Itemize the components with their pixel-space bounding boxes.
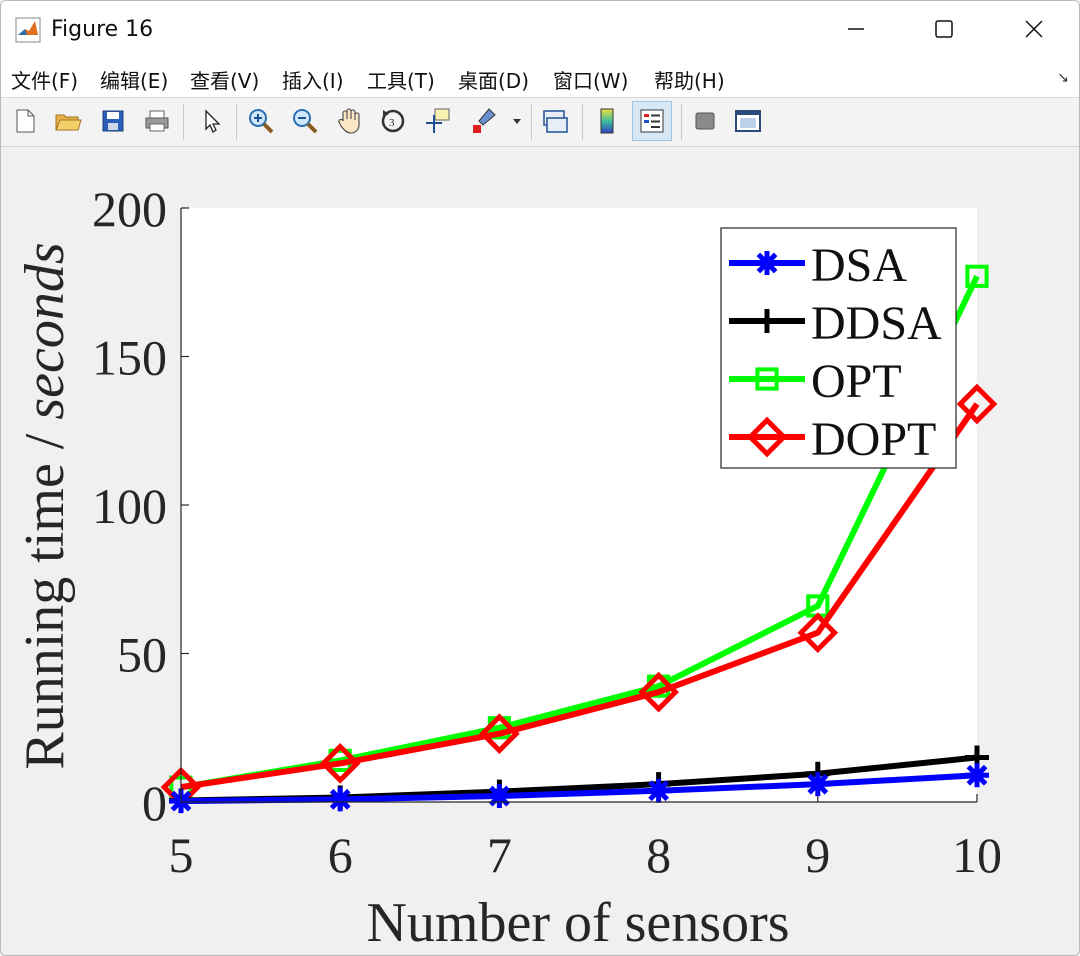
- menu-bar: 文件(F) 编辑(E) 查看(V) 插入(I) 工具(T) 桌面(D) 窗口(W…: [1, 57, 1079, 98]
- figure-canvas: 5 6 7 8 9 10 0 50 100 150 200 Number of sensors Ru…: [1, 147, 1079, 955]
- hide-plot-tools-icon[interactable]: [689, 105, 721, 137]
- pan-hand-icon[interactable]: [333, 105, 365, 137]
- show-plot-tools-icon[interactable]: [732, 105, 764, 137]
- legend-label: DSA: [811, 239, 907, 292]
- y-tick-label: 50: [117, 627, 167, 683]
- y-tick-label: 200: [92, 181, 167, 237]
- x-tick-label: 8: [646, 827, 671, 883]
- minimize-button[interactable]: [811, 1, 901, 57]
- maximize-icon: [935, 20, 953, 38]
- legend-entry-ddsa[interactable]: DDSA: [729, 297, 942, 350]
- menu-tools[interactable]: 工具(T): [367, 69, 435, 93]
- colorbar-icon[interactable]: [591, 105, 623, 137]
- matlab-logo-icon: [15, 17, 41, 43]
- data-point-diamond: [746, 416, 788, 458]
- legend-label: DOPT: [811, 413, 936, 466]
- legend-entry-dsa[interactable]: DSA: [729, 239, 907, 292]
- data-point-asterisk: [646, 778, 671, 803]
- y-tick-label: 0: [142, 775, 167, 831]
- x-tick-label: 9: [805, 827, 830, 883]
- x-tick-label: 7: [487, 827, 512, 883]
- data-point-diamond: [638, 671, 679, 713]
- data-point-asterisk: [328, 787, 353, 812]
- brush-dropdown-icon[interactable]: [507, 105, 527, 137]
- data-point-diamond: [319, 743, 361, 784]
- x-axis-label: Number of sensors: [366, 892, 789, 954]
- link-plot-icon[interactable]: [539, 105, 571, 137]
- save-icon[interactable]: [97, 105, 129, 137]
- axis-lines: [180, 208, 977, 803]
- y-tick-label: 100: [92, 478, 167, 534]
- legend-label: OPT: [811, 355, 902, 408]
- y-tick-label: 150: [92, 330, 167, 386]
- dock-arrow-icon[interactable]: ↘: [1057, 69, 1069, 85]
- data-point-asterisk: [965, 763, 989, 788]
- data-point-asterisk: [755, 251, 779, 275]
- rotate-3d-icon[interactable]: 3: [377, 105, 409, 137]
- new-file-icon[interactable]: [9, 105, 41, 137]
- menu-window[interactable]: 窗口(W): [553, 69, 629, 93]
- menu-file[interactable]: 文件(F): [11, 69, 79, 93]
- pointer-icon[interactable]: [195, 105, 227, 137]
- series-line: [180, 402, 980, 791]
- y-axis-label: Running time / seconds: [14, 242, 76, 769]
- print-icon[interactable]: [141, 105, 173, 137]
- menu-view[interactable]: 查看(V): [190, 69, 260, 93]
- data-point-diamond: [797, 612, 839, 654]
- zoom-out-icon[interactable]: [289, 105, 321, 137]
- title-bar[interactable]: Figure 16: [1, 1, 1079, 57]
- x-tick-label: 10: [952, 827, 1002, 883]
- data-point-square: [755, 367, 779, 391]
- data-point-plus: [755, 309, 779, 333]
- close-button[interactable]: [989, 1, 1079, 57]
- open-folder-icon[interactable]: [52, 105, 84, 137]
- legend-entry-opt[interactable]: OPT: [729, 355, 902, 408]
- data-point-square: [965, 264, 989, 288]
- menu-help[interactable]: 帮助(H): [654, 69, 725, 93]
- menu-edit[interactable]: 编辑(E): [100, 69, 169, 93]
- data-cursor-icon[interactable]: [421, 105, 453, 137]
- brush-icon[interactable]: [467, 105, 499, 137]
- x-tick-label: 5: [169, 827, 194, 883]
- y-axis-label-italic: seconds: [14, 242, 76, 419]
- menu-insert[interactable]: 插入(I): [282, 69, 344, 93]
- data-point-asterisk: [805, 772, 830, 797]
- close-icon: [1025, 20, 1043, 38]
- data-point-diamond: [479, 713, 520, 755]
- legend-icon[interactable]: [632, 101, 672, 141]
- menu-desktop[interactable]: 桌面(D): [458, 69, 530, 93]
- toolbar: 3: [1, 98, 1079, 147]
- minimize-icon: [848, 28, 864, 30]
- zoom-in-icon[interactable]: [245, 105, 277, 137]
- window-title: Figure 16: [51, 17, 154, 42]
- legend-entry-dopt[interactable]: DOPT: [729, 413, 936, 466]
- svg-text:3: 3: [389, 117, 395, 129]
- maximize-button[interactable]: [899, 1, 989, 57]
- series-line: [180, 772, 978, 805]
- data-point-asterisk: [487, 784, 512, 809]
- data-point-diamond: [956, 383, 998, 425]
- y-axis-label-prefix: Running time /: [14, 420, 76, 770]
- x-tick-label: 6: [328, 827, 353, 883]
- legend-label: DDSA: [811, 297, 942, 350]
